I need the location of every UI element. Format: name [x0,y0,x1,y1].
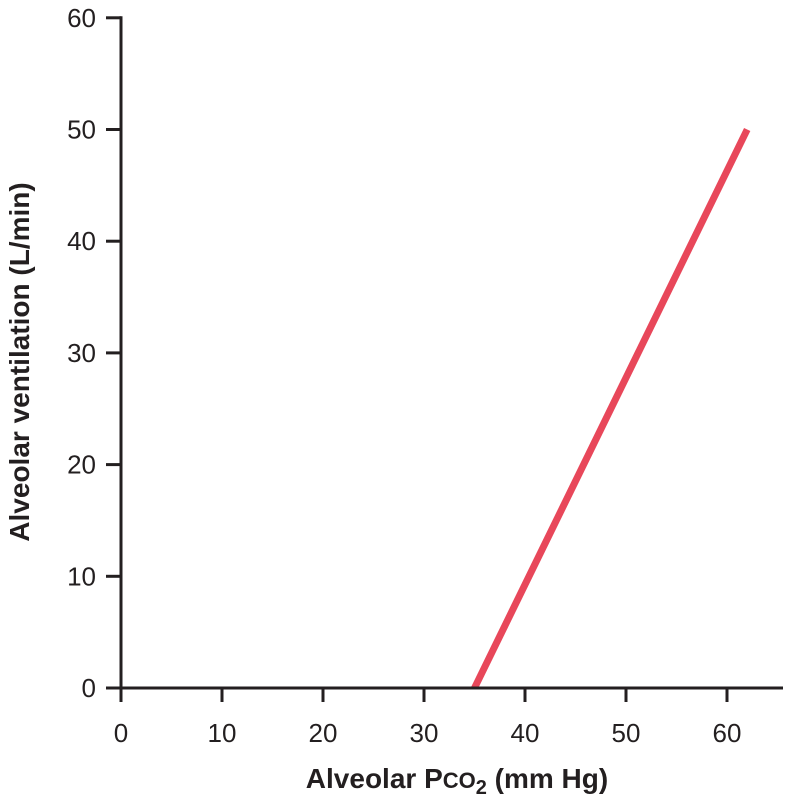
x-tick-label: 10 [208,718,237,748]
y-tick-label: 40 [67,226,96,256]
axes [106,16,783,702]
tick-labels: 0 10 20 30 40 50 60 0 10 20 30 40 50 60 [67,3,741,748]
y-tick-label: 20 [67,450,96,480]
plot-area [471,127,751,690]
x-tick-label: 0 [114,718,128,748]
y-axis-title: Alveolar ventilation (L/min) [4,182,35,541]
y-tick-label: 60 [67,3,96,33]
x-axis-title-prefix: Alveolar P [306,763,443,794]
y-tick-label: 10 [67,561,96,591]
x-tick-label: 50 [612,718,641,748]
y-tick-label: 0 [82,673,96,703]
series-line-0 [471,127,751,690]
x-tick-label: 40 [511,718,540,748]
x-tick-label: 20 [309,718,338,748]
x-tick-label: 30 [410,718,439,748]
x-axis-title: Alveolar PCO2 (mm Hg) [306,763,608,799]
x-axis-title-subscript: 2 [476,777,487,799]
x-axis-title-small-caps: CO [443,768,476,793]
x-tick-label: 60 [713,718,742,748]
y-tick-label: 50 [67,115,96,145]
y-tick-label: 30 [67,338,96,368]
x-axis-title-suffix: (mm Hg) [487,763,608,794]
